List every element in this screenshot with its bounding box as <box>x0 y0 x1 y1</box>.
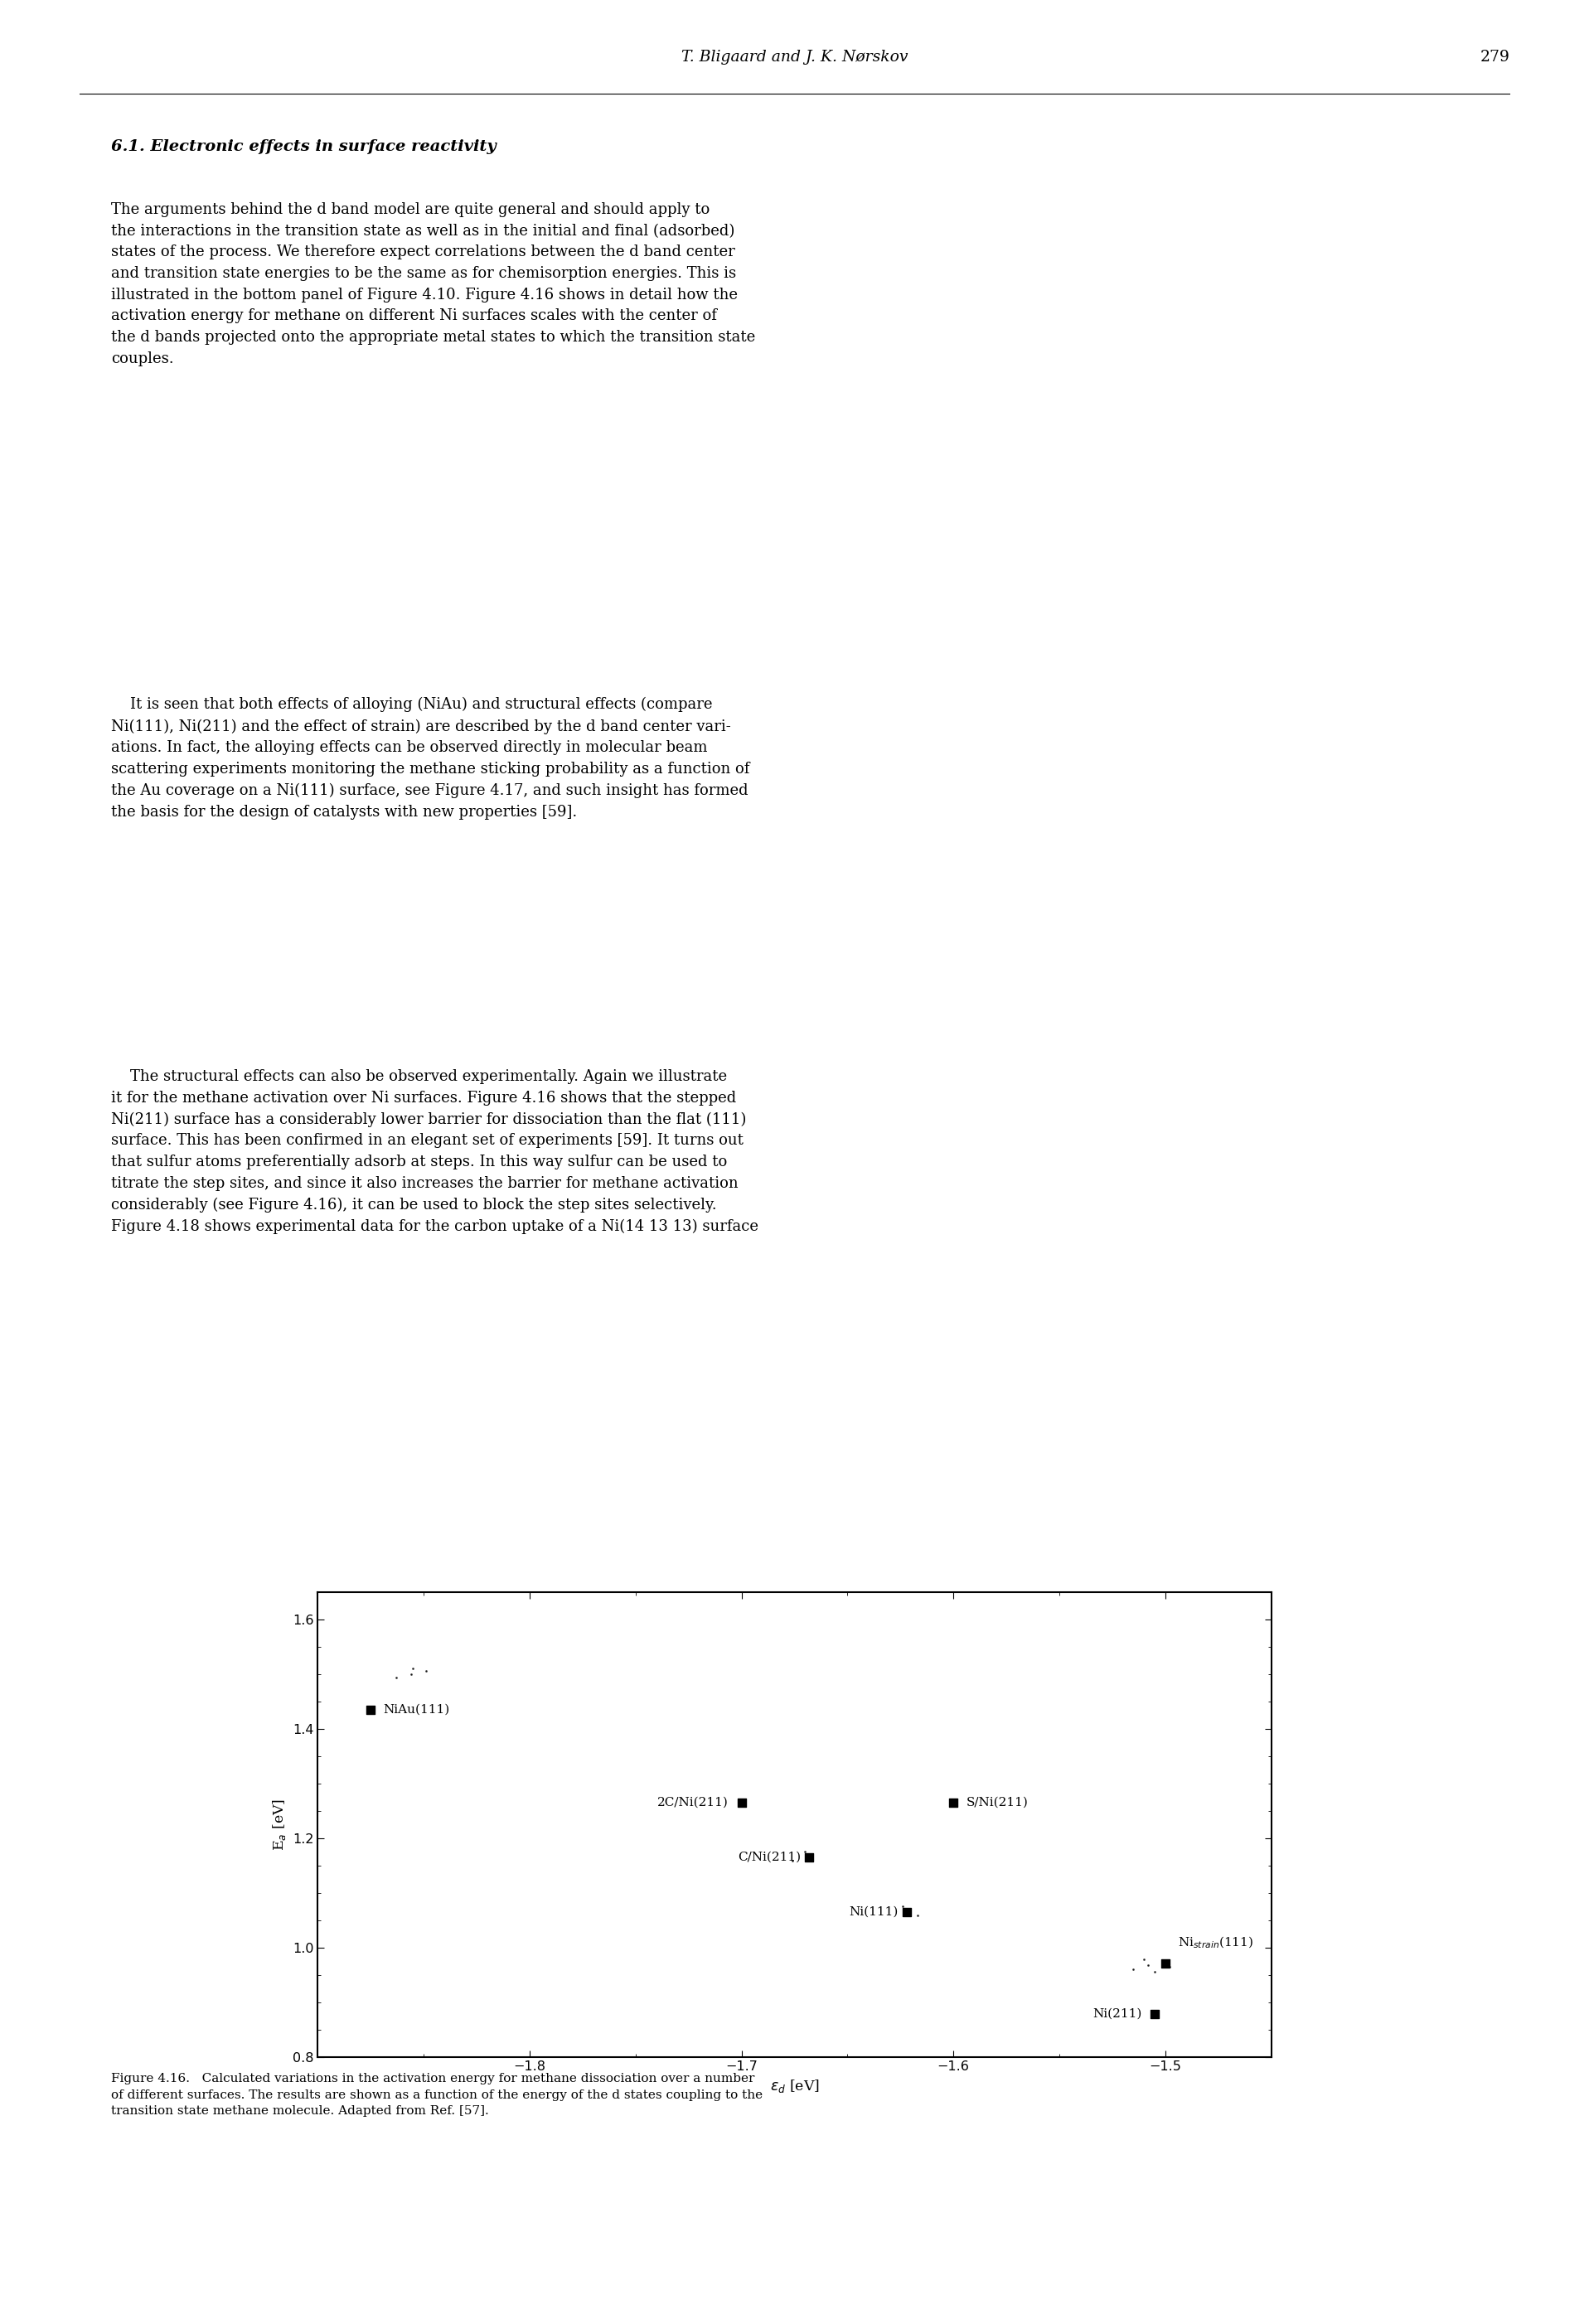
Point <box>895 1894 920 1931</box>
Text: S/Ni(211): S/Ni(211) <box>966 1796 1028 1808</box>
Point <box>1157 1948 1182 1985</box>
Point <box>1152 1945 1177 1982</box>
Point <box>1120 1950 1146 1987</box>
Point <box>796 1838 822 1875</box>
Text: Ni(211): Ni(211) <box>1093 2008 1142 2020</box>
Text: The arguments behind the d band model are quite general and should apply to
the : The arguments behind the d band model ar… <box>111 202 755 367</box>
Point <box>780 1843 806 1880</box>
Text: C/Ni(211): C/Ni(211) <box>737 1852 801 1864</box>
Point <box>400 1650 426 1687</box>
Point <box>890 1887 915 1924</box>
X-axis label: $\varepsilon_d$ [eV]: $\varepsilon_d$ [eV] <box>769 2078 820 2094</box>
Text: T. Bligaard and J. K. Nørskov: T. Bligaard and J. K. Nørskov <box>682 49 907 65</box>
Text: It is seen that both effects of alloying (NiAu) and structural effects (compare
: It is seen that both effects of alloying… <box>111 697 750 820</box>
Text: Ni$_{strain}$(111): Ni$_{strain}$(111) <box>1177 1936 1254 1950</box>
Text: NiAu(111): NiAu(111) <box>383 1703 450 1715</box>
Point <box>941 1785 966 1822</box>
Text: 2C/Ni(211): 2C/Ni(211) <box>658 1796 729 1808</box>
Point <box>413 1652 439 1690</box>
Point <box>358 1692 383 1729</box>
Point <box>1142 1954 1168 1992</box>
Text: Ni(111): Ni(111) <box>849 1906 898 1917</box>
Point <box>729 1785 755 1822</box>
Text: The structural effects can also be observed experimentally. Again we illustrate
: The structural effects can also be obser… <box>111 1069 758 1234</box>
Point <box>399 1655 424 1692</box>
Y-axis label: E$_a$ [eV]: E$_a$ [eV] <box>272 1799 288 1850</box>
Point <box>1142 1996 1168 2034</box>
Point <box>904 1896 930 1934</box>
Text: Figure 4.16.   Calculated variations in the activation energy for methane dissoc: Figure 4.16. Calculated variations in th… <box>111 2073 763 2117</box>
Point <box>1136 1945 1162 1982</box>
Text: 6.1. Electronic effects in surface reactivity: 6.1. Electronic effects in surface react… <box>111 139 496 153</box>
Text: 279: 279 <box>1479 49 1510 65</box>
Point <box>793 1834 818 1871</box>
Point <box>383 1659 408 1697</box>
Point <box>1131 1941 1157 1978</box>
